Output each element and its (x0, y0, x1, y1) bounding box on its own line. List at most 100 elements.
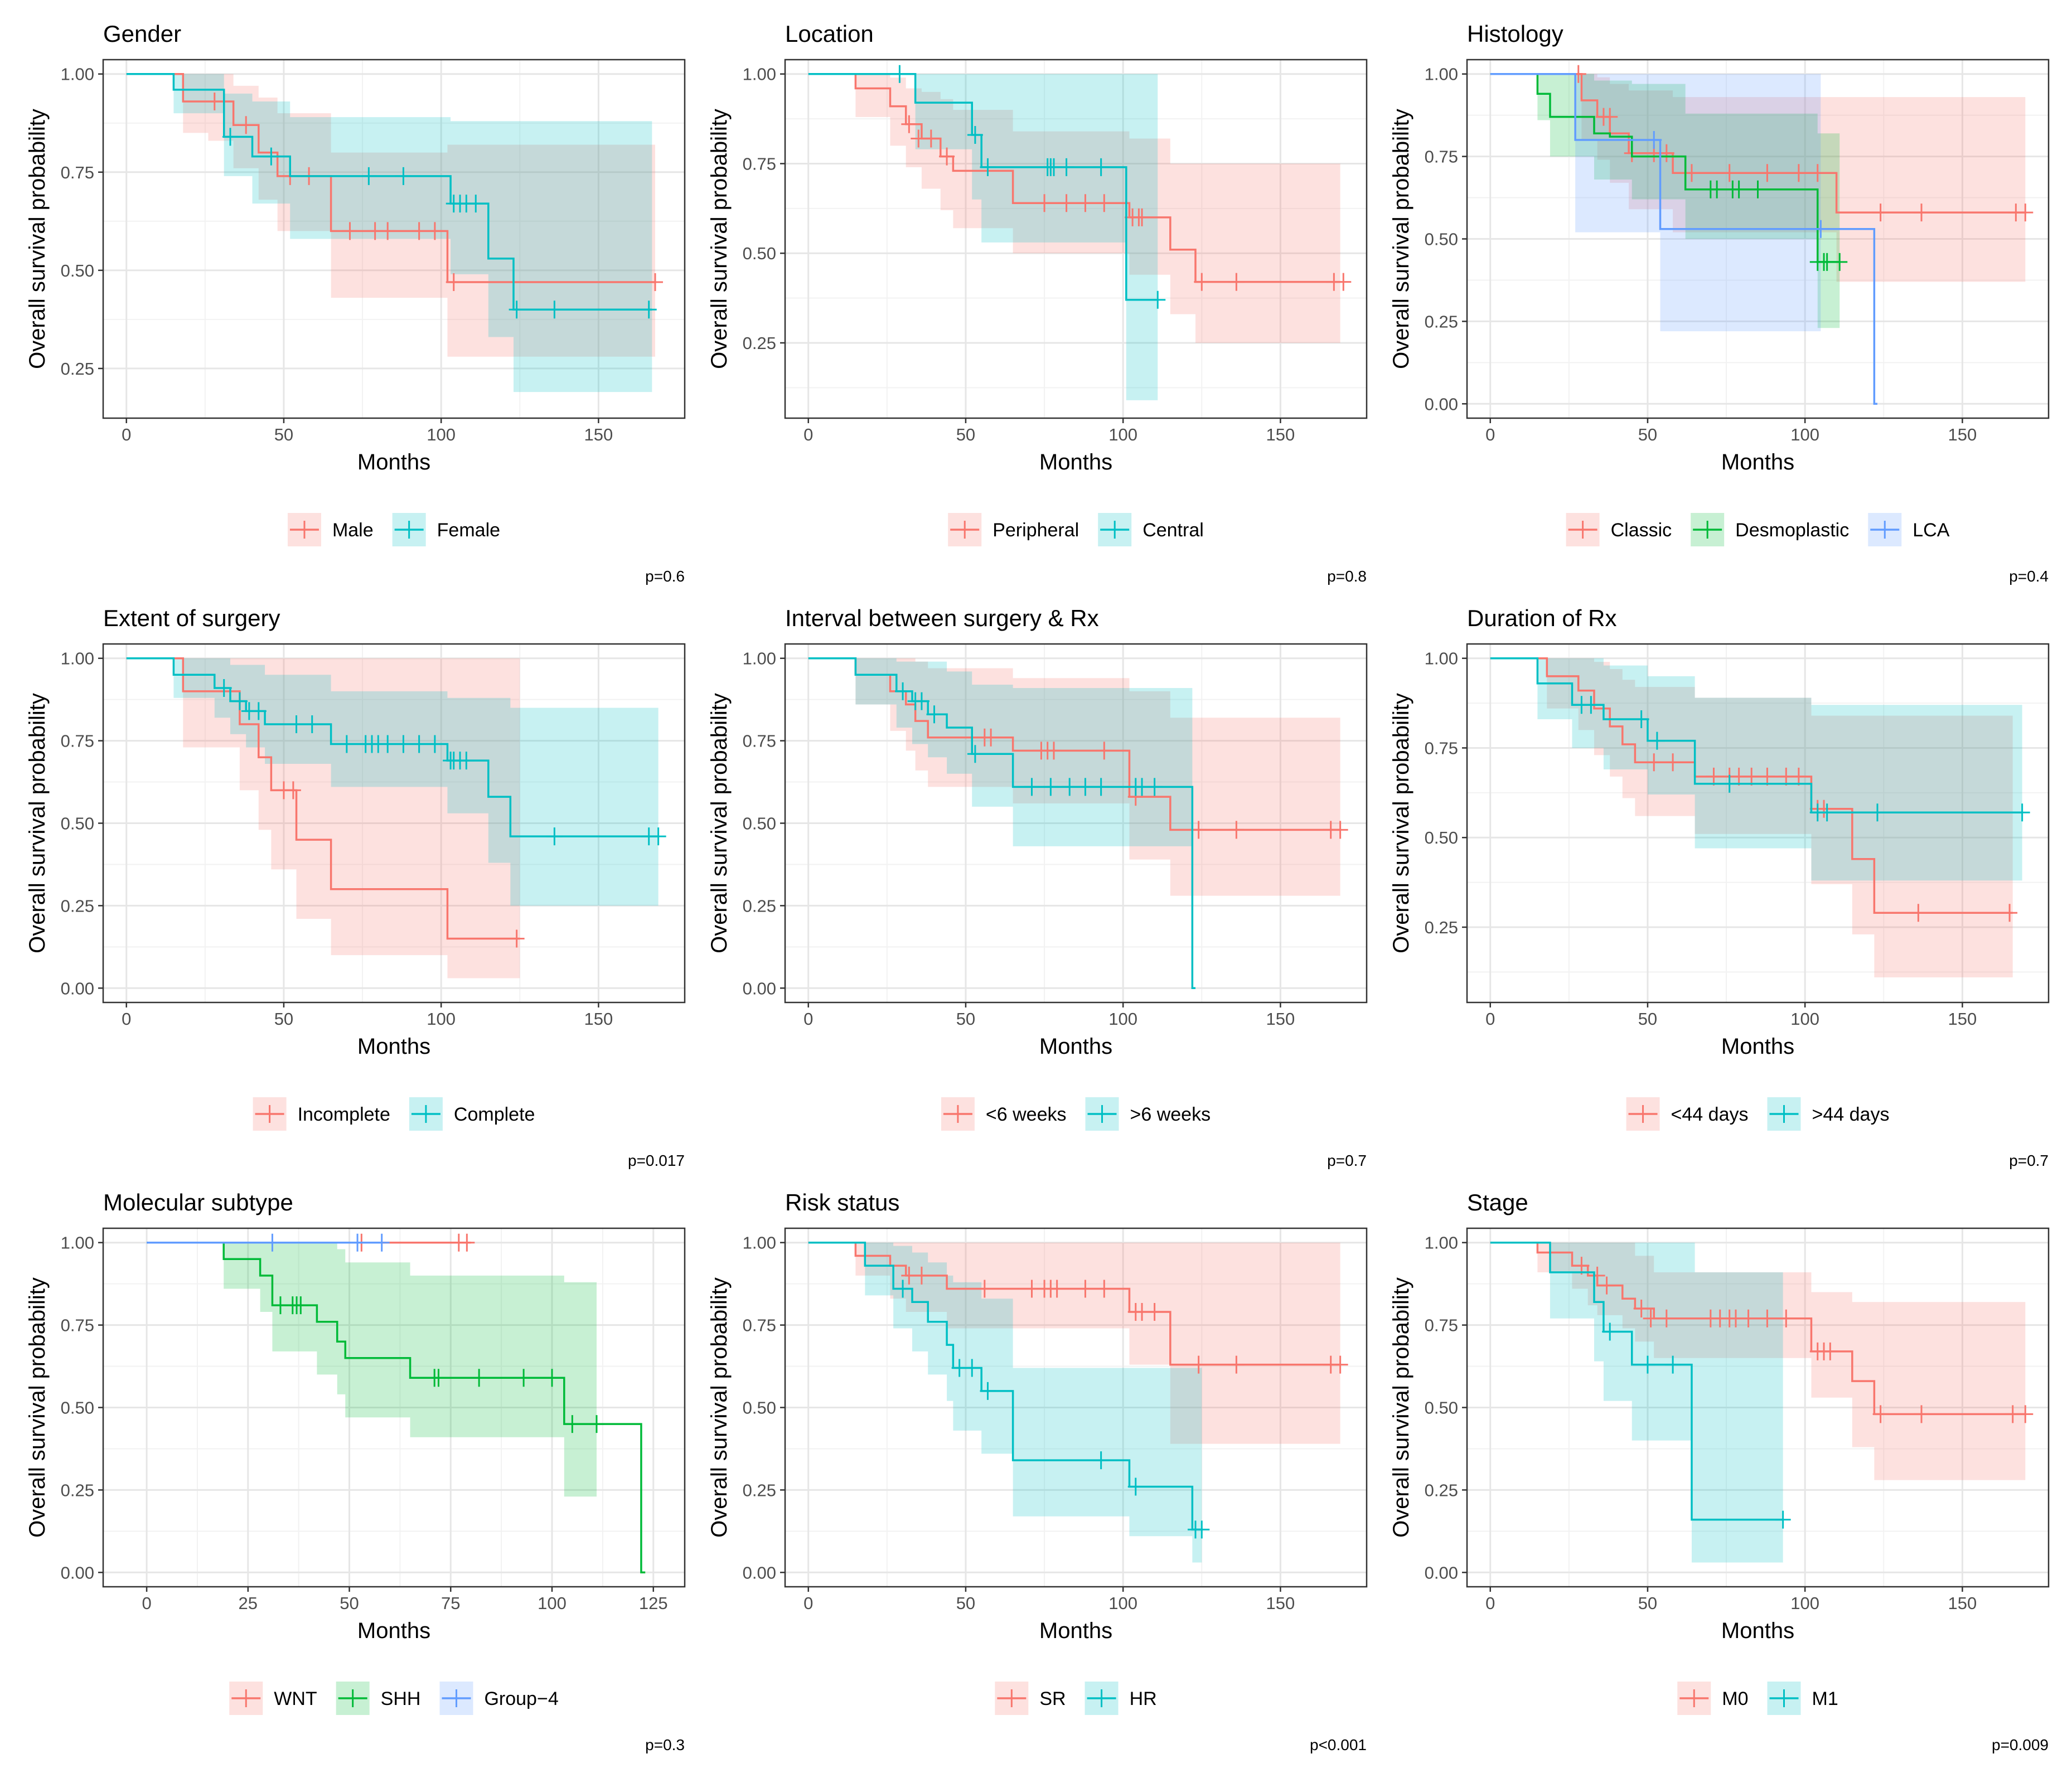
survival-curve-red (126, 657, 520, 940)
censor-mark (913, 692, 930, 710)
x-tick-label: 150 (584, 1009, 613, 1029)
x-tick-label: 150 (1266, 425, 1295, 444)
censor-mark (964, 1359, 980, 1377)
plot-background (785, 60, 1367, 418)
y-tick-label: 1.00 (1425, 1233, 1458, 1253)
survival-curve-red (1490, 1241, 2026, 1416)
y-tick-label: 0.25 (743, 896, 776, 915)
censor-mark (901, 115, 917, 133)
censor-mark (1332, 1355, 1348, 1374)
x-tick-label: 100 (1790, 1593, 1819, 1613)
panel-title: Stage (1467, 1189, 1528, 1215)
censor-mark (427, 735, 443, 753)
panel-title: Extent of surgery (103, 605, 280, 631)
y-axis-label: Overall survival probability (1389, 109, 1413, 369)
y-tick-label: 0.25 (61, 1480, 94, 1500)
x-axis-label: Months (357, 1619, 430, 1643)
y-tick-label: 1.00 (61, 65, 94, 84)
censor-mark (1058, 158, 1074, 176)
censor-mark (1096, 742, 1112, 760)
ci-band-red (808, 658, 1340, 896)
x-tick-label: 50 (274, 1009, 293, 1029)
censor-mark (374, 1233, 390, 1252)
censor-mark (1045, 742, 1062, 760)
y-tick-label: 0.25 (1425, 312, 1458, 331)
y-tick-label: 0.75 (743, 1316, 776, 1335)
censor-mark (2017, 204, 2034, 222)
censor-mark (1602, 108, 1618, 126)
x-tick-label: 0 (803, 1593, 813, 1613)
censor-mark (411, 735, 427, 753)
x-tick-label: 100 (1790, 1009, 1819, 1029)
x-axis-label: Months (1039, 450, 1112, 474)
legend: WNT SHH Group−4 (229, 1682, 559, 1715)
censor-mark (446, 273, 462, 291)
ci-band-blue (1490, 74, 1821, 404)
censor-mark (1775, 1510, 1791, 1529)
censor-mark (216, 679, 232, 697)
x-tick-label: 50 (274, 425, 293, 444)
censor-mark (913, 1266, 930, 1285)
censor-mark (430, 1369, 447, 1387)
km-panel: Location 0 50 100 150 0.25 0.50 0.75 1.00 Months O… (707, 21, 1368, 585)
ci-band-red (808, 1242, 1340, 1444)
censor-mark (1740, 1309, 1756, 1328)
censor-mark (1150, 290, 1166, 309)
x-tick-label: 150 (1948, 1593, 1977, 1613)
censor-mark (231, 692, 248, 710)
censor-mark (361, 167, 377, 185)
censor-mark (1750, 180, 1766, 198)
y-tick-label: 0.50 (743, 814, 776, 834)
x-axis-label: Months (1039, 1034, 1112, 1059)
ci-band-cyan (808, 658, 1193, 989)
censor-mark (1809, 164, 1826, 182)
y-tick-label: 0.00 (61, 978, 94, 998)
ci-band-cyan (1490, 658, 2022, 881)
censor-mark (1706, 767, 1722, 786)
censor-mark (304, 715, 320, 734)
censor-mark (983, 728, 999, 747)
x-tick-label: 150 (584, 425, 613, 444)
x-axis-label: Months (357, 450, 430, 474)
p-value: p=0.6 (645, 568, 685, 585)
y-tick-label: 0.25 (1425, 1480, 1458, 1500)
y-tick-label: 0.50 (61, 814, 94, 834)
legend-label: LCA (1913, 520, 1949, 541)
y-axis-label: Overall survival probability (1389, 693, 1413, 953)
censor-mark (1832, 253, 1848, 271)
censor-mark (1146, 1302, 1163, 1321)
censor-mark (641, 301, 657, 319)
survival-curve-red (1490, 657, 2013, 914)
censor-mark (509, 929, 525, 948)
censor-mark (2014, 803, 2030, 822)
p-value: p=0.7 (2009, 1152, 2049, 1169)
plot-background (1467, 644, 2049, 1002)
x-axis-label: Months (1721, 1619, 1794, 1643)
x-tick-label: 125 (639, 1593, 668, 1613)
censor-mark (395, 735, 412, 753)
km-panel: Molecular subtype 0 25 50 75 100 125 0.00 0.25 0.… (25, 1189, 686, 1753)
censor-mark (1639, 1355, 1655, 1374)
legend-label: HR (1130, 1688, 1157, 1709)
censor-mark (895, 1280, 911, 1298)
censor-mark (1721, 164, 1737, 182)
km-panel: Stage 0 50 100 150 0.00 0.25 0.50 0.75 1.00 Months… (1389, 1189, 2050, 1753)
y-tick-label: 1.00 (1425, 65, 1458, 84)
y-tick-label: 0.25 (61, 896, 94, 915)
censor-mark (285, 781, 301, 800)
censor-mark (1228, 1355, 1245, 1374)
censor-mark (1134, 208, 1150, 226)
legend-label: M0 (1722, 1688, 1748, 1709)
censor-mark (1194, 1520, 1210, 1539)
legend-label: >44 days (1812, 1104, 1890, 1125)
legend-label: Central (1142, 520, 1204, 541)
legend-label: Desmoplastic (1735, 520, 1849, 541)
km-panel: Interval between surgery & Rx 0 50 100 150 0.… (707, 605, 1368, 1169)
ci-band-cyan (126, 658, 659, 906)
x-tick-label: 50 (1638, 1593, 1657, 1613)
censor-mark (650, 827, 666, 846)
censor-mark (293, 1296, 309, 1315)
km-panel: Duration of Rx 0 50 100 150 0.25 0.50 0.75 1.00 M… (1389, 605, 2050, 1169)
censor-mark (206, 93, 222, 111)
censor-mark (1646, 753, 1662, 772)
